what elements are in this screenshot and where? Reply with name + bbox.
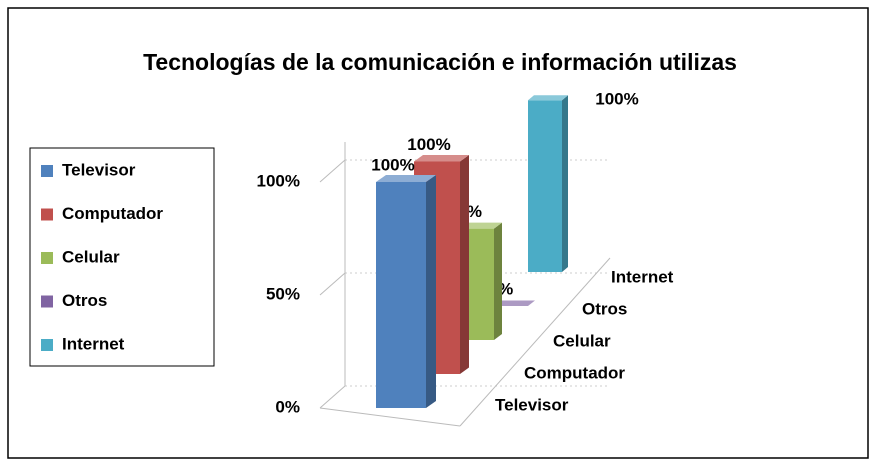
legend-swatch bbox=[41, 339, 53, 351]
chart-title: Tecnologías de la comunicación e informa… bbox=[143, 49, 737, 75]
legend-label: Otros bbox=[62, 291, 107, 310]
data-label: 100% bbox=[595, 90, 638, 109]
depth-label: Otros bbox=[582, 299, 627, 318]
bar-top bbox=[414, 155, 469, 162]
floor-line bbox=[459, 257, 611, 427]
y-tick-label: 50% bbox=[266, 284, 300, 303]
depth-label: Televisor bbox=[495, 395, 569, 414]
depth-label: Computador bbox=[524, 363, 625, 382]
grid-line bbox=[319, 272, 346, 296]
floor-line bbox=[319, 407, 461, 427]
y-tick-label: 100% bbox=[257, 171, 300, 190]
data-label: 100% bbox=[371, 155, 414, 174]
legend-label: Televisor bbox=[62, 160, 136, 179]
depth-label: Celular bbox=[553, 331, 611, 350]
legend-swatch bbox=[41, 295, 53, 308]
legend-swatch bbox=[41, 208, 53, 221]
grid-line bbox=[319, 385, 346, 409]
bar-front bbox=[376, 182, 426, 408]
grid-line bbox=[319, 159, 346, 183]
depth-label: Internet bbox=[611, 267, 674, 286]
bar-top bbox=[528, 95, 568, 101]
bar-side bbox=[426, 175, 436, 408]
bar-front bbox=[528, 100, 562, 273]
data-label: 100% bbox=[407, 135, 450, 154]
legend-swatch bbox=[41, 252, 53, 264]
legend-label: Celular bbox=[62, 247, 120, 266]
legend-swatch bbox=[41, 165, 53, 177]
bar bbox=[376, 175, 436, 408]
bar-side bbox=[494, 222, 502, 340]
bar-side bbox=[460, 155, 469, 374]
legend-label: Internet bbox=[62, 334, 125, 353]
bar-side bbox=[562, 95, 568, 273]
bar bbox=[528, 95, 568, 273]
legend-label: Computador bbox=[62, 204, 163, 223]
y-tick-label: 0% bbox=[275, 397, 300, 416]
bar-top bbox=[376, 175, 436, 182]
legend-box bbox=[29, 147, 215, 367]
